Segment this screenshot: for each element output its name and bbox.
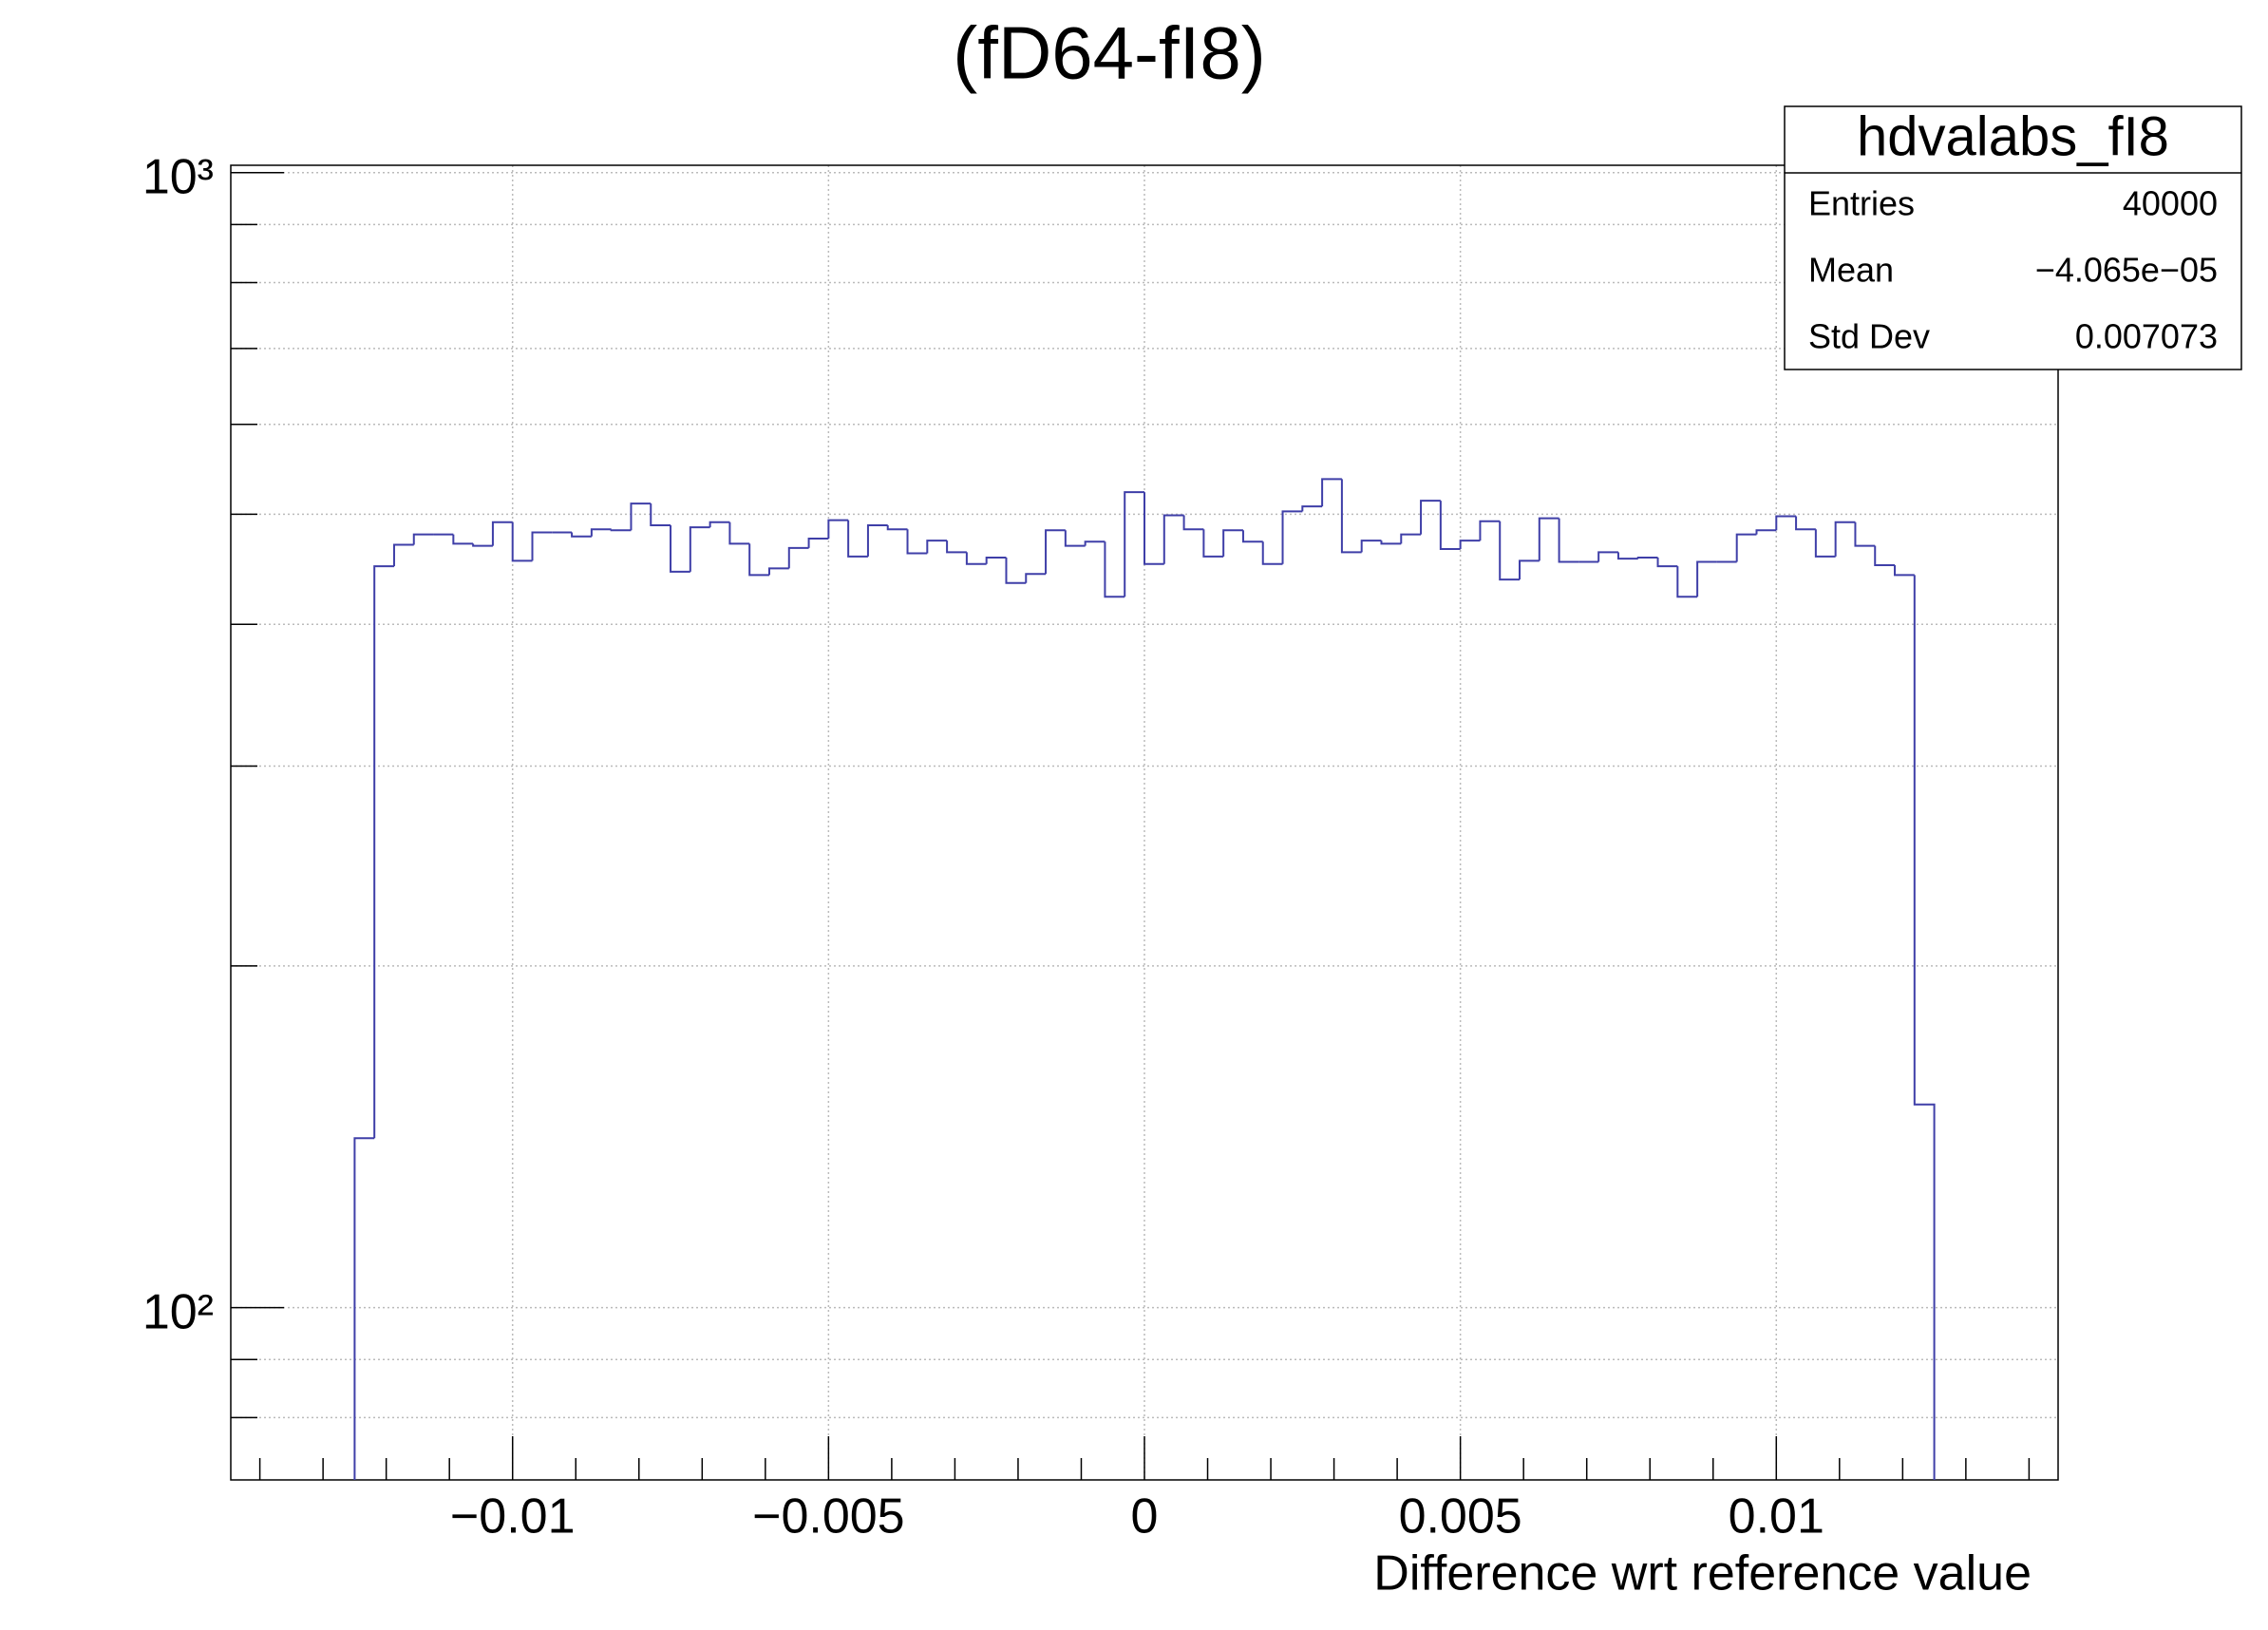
histogram-bin [807,537,829,548]
histogram-bin [1182,515,1204,531]
histogram-bin [985,556,1007,564]
histogram-bin [1360,540,1382,553]
histogram-bin [1874,545,1896,566]
stats-title: hdvalabs_fI8 [1857,105,2169,167]
histogram-bin [1143,492,1164,565]
stats-value: −4.065e−05 [2035,251,2218,290]
histogram-bin [1340,479,1362,554]
histogram-bin [1439,501,1461,550]
histogram-bin [886,524,908,531]
histogram-bin [373,565,394,1139]
histogram-bin [1321,478,1342,507]
histogram-bin [630,502,652,531]
histogram-bin [1894,564,1915,577]
histogram-bin [1597,551,1618,562]
histogram-bin [689,526,710,572]
stats-value: 0.007073 [2075,317,2218,356]
stats-label: Mean [1808,251,1894,290]
histogram-bin [1616,552,1638,560]
histogram-bin [511,521,533,562]
histogram-bin [1124,491,1144,597]
histogram-bin [906,529,928,555]
histogram-bin [1301,505,1323,512]
histogram-bin [1261,541,1283,565]
histogram-bin [452,534,474,545]
x-tick-label: −0.01 [450,1489,576,1545]
y-tick-label: 10² [142,1284,214,1339]
x-axis-label: Difference wrt reference value [1373,1546,2032,1602]
histogram-bin [946,540,967,554]
histogram-bin [1854,521,1876,547]
histogram-bin [1104,541,1125,598]
histogram-bin [1459,540,1481,549]
plot-frame [230,164,2059,1481]
histogram-bin [1162,514,1184,564]
histogram-bin [787,546,809,569]
histogram-bin [1064,530,1086,547]
x-tick-label: 0.005 [1399,1489,1522,1545]
histogram-bin [1656,557,1678,568]
histogram-bin [1420,500,1441,535]
histogram-bin [1519,559,1540,580]
histogram-bin [1479,520,1501,541]
histogram-bin [531,531,553,561]
histogram-bin [827,519,849,539]
stats-label: Entries [1808,184,1915,223]
histogram-bin [728,521,750,545]
x-tick-label: −0.005 [752,1489,905,1545]
histogram-bin [1696,560,1717,597]
histogram-bin [590,528,612,537]
histogram-bin [1814,529,1836,558]
stats-value: 40000 [2123,184,2218,223]
histogram-bin [1005,557,1027,584]
histogram-bin [709,521,730,528]
histogram-bin [472,543,493,547]
histogram-bin [650,503,671,526]
histogram-bin [412,533,434,545]
histogram-bin [1795,516,1816,531]
x-tick-label: 0 [1131,1489,1159,1545]
histogram-bin [1202,529,1224,558]
histogram-bin [748,543,769,577]
histogram-bin [1775,515,1797,531]
histogram-bin [1400,533,1422,544]
chart-title: (fD64-fI8) [953,11,1265,95]
histogram-bin [491,521,513,546]
stats-label: Std Dev [1808,317,1930,356]
histogram-bin [1913,575,1936,1480]
histogram-bin [1380,540,1402,545]
histogram-bin [1735,533,1757,562]
histogram-bin [1558,518,1579,563]
histogram-bin [1676,566,1698,598]
histogram-bin [1636,556,1658,559]
stats-box [1784,105,2242,370]
histogram-bin [392,543,414,567]
histogram-bin [1084,540,1106,546]
histogram-bin [767,567,789,576]
histogram-bin [1222,529,1243,557]
histogram-bin [610,529,632,532]
histogram-bin [866,523,888,557]
histogram-bin [353,1137,375,1480]
histogram-bin [965,552,987,565]
histogram-bin [571,532,592,538]
histogram-bin [1281,510,1303,564]
histogram-bin [1538,517,1559,561]
histogram-bin [670,524,690,573]
histogram-bin [1499,521,1521,581]
histogram-bin [1241,530,1263,543]
histogram-bin [1025,573,1047,583]
x-tick-label: 0.01 [1729,1489,1824,1545]
histogram-bin [926,540,948,554]
histogram-bin [1834,521,1856,557]
histogram-bin [1045,529,1066,575]
histogram-bin [847,520,868,558]
histogram-bin [1755,529,1777,535]
y-tick-label: 10³ [142,149,214,204]
